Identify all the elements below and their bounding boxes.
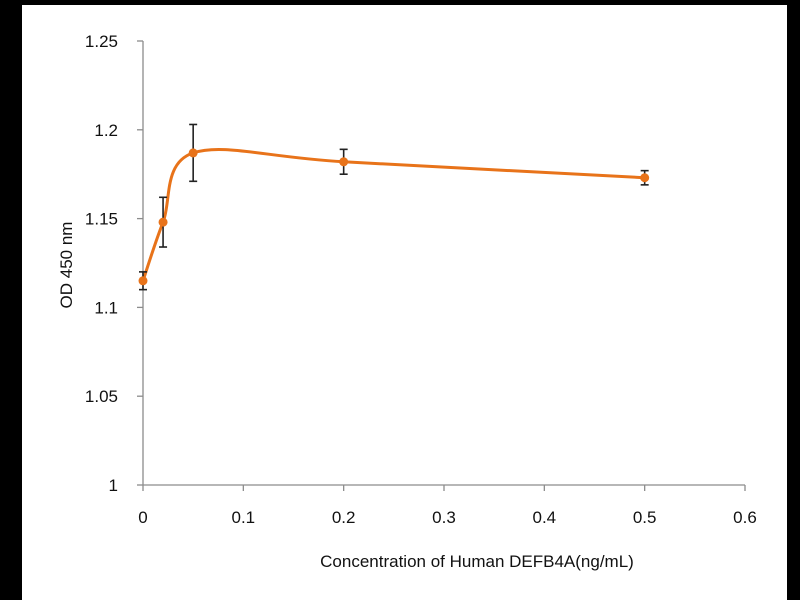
x-tick-label: 0.6: [733, 508, 757, 527]
y-axis-label: OD 450 nm: [57, 222, 76, 309]
x-tick-label: 0.2: [332, 508, 356, 527]
data-point: [188, 148, 198, 158]
y-tick-label: 1.15: [85, 210, 118, 229]
data-point: [640, 173, 650, 183]
x-axis-label: Concentration of Human DEFB4A(ng/mL): [320, 552, 634, 571]
plot-series: [138, 123, 650, 291]
chart-area: 0 0.1 0.2 0.3 0.4 0.5 0.6 1 1.05 1.1 1.15 1.2 1.25 C…: [22, 5, 787, 600]
data-point: [138, 276, 148, 286]
data-point: [158, 217, 168, 227]
y-tick-label: 1: [109, 476, 118, 495]
y-tick-label: 1.2: [94, 121, 118, 140]
tick-labels: 0 0.1 0.2 0.3 0.4 0.5 0.6 1 1.05 1.1 1.15 1.2 1.25: [85, 32, 757, 527]
x-tick-label: 0.5: [633, 508, 657, 527]
x-tick-label: 0: [138, 508, 147, 527]
x-tick-label: 0.3: [432, 508, 456, 527]
chart: 0 0.1 0.2 0.3 0.4 0.5 0.6 1 1.05 1.1 1.15 1.2 1.25 C…: [57, 32, 757, 571]
y-tick-label: 1.25: [85, 32, 118, 51]
axes: [137, 40, 746, 491]
y-tick-label: 1.05: [85, 387, 118, 406]
x-tick-label: 0.1: [232, 508, 256, 527]
x-tick-label: 0.4: [533, 508, 557, 527]
data-point: [339, 157, 349, 167]
y-tick-label: 1.1: [94, 298, 118, 317]
series-line: [141, 147, 645, 282]
